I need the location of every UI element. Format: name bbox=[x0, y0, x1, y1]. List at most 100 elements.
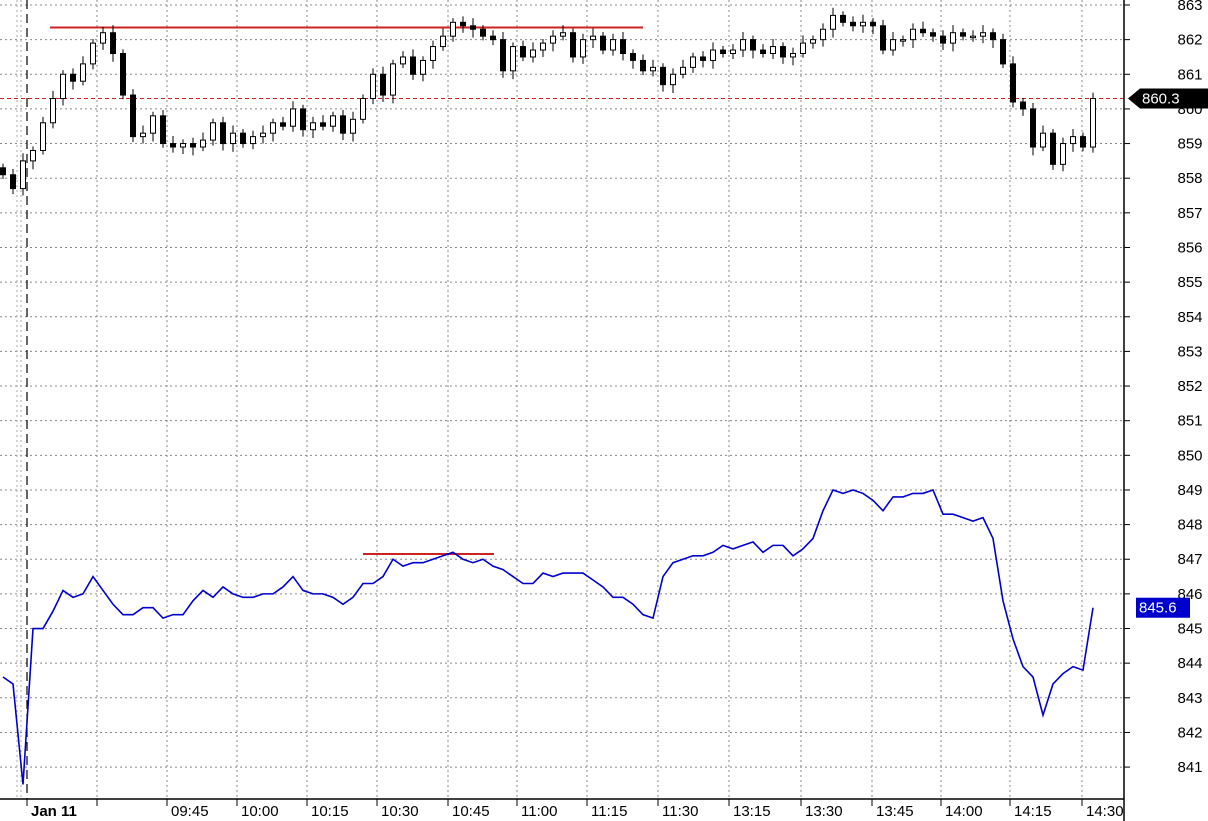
candle-body-up bbox=[50, 98, 56, 124]
candle-body-up bbox=[20, 160, 26, 190]
candle-body-up bbox=[260, 132, 266, 138]
candle bbox=[900, 35, 906, 47]
candle-body-down bbox=[120, 52, 126, 96]
candle-body-up bbox=[1070, 136, 1076, 145]
candle bbox=[550, 30, 556, 52]
candle-body-up bbox=[730, 49, 736, 54]
candle bbox=[460, 16, 466, 33]
candle bbox=[230, 125, 236, 152]
candle-body-up bbox=[330, 115, 336, 127]
candle bbox=[1060, 137, 1066, 172]
candle bbox=[1050, 129, 1056, 170]
candle-last-value-tag: 860.3 bbox=[1128, 88, 1208, 109]
candle bbox=[40, 116, 46, 155]
candle-body-up bbox=[180, 143, 186, 148]
candle bbox=[890, 32, 896, 56]
candle-body-up bbox=[290, 108, 296, 127]
candle-body-up bbox=[980, 32, 986, 37]
candle bbox=[580, 33, 586, 64]
candle bbox=[330, 111, 336, 132]
candle bbox=[820, 23, 826, 47]
candle bbox=[560, 25, 566, 41]
y-tick-label: 863 bbox=[1177, 0, 1202, 14]
candle bbox=[1080, 132, 1086, 152]
candle bbox=[90, 38, 96, 70]
candle-body-down bbox=[760, 49, 766, 54]
candle bbox=[520, 40, 526, 62]
candle bbox=[790, 47, 796, 66]
candle bbox=[1000, 33, 1006, 69]
candle-body-up bbox=[610, 39, 616, 51]
candle-body-up bbox=[890, 39, 896, 51]
candle-body-down bbox=[570, 32, 576, 58]
candle bbox=[750, 35, 756, 59]
candle-body-down bbox=[630, 52, 636, 61]
annotation-lines[interactable] bbox=[0, 26, 1124, 556]
candle-body-down bbox=[1080, 136, 1086, 148]
y-tick-label: 843 bbox=[1177, 690, 1202, 707]
candle-body-up bbox=[1060, 143, 1066, 165]
y-tick-label: 853 bbox=[1177, 343, 1202, 360]
x-tick-label: 14:15 bbox=[1014, 803, 1052, 820]
candle bbox=[990, 28, 996, 48]
candle-body-up bbox=[310, 122, 316, 131]
candle-body-down bbox=[300, 108, 306, 131]
candle-body-up bbox=[440, 35, 446, 48]
candle-body-up bbox=[680, 66, 686, 75]
line-series bbox=[2, 488, 1094, 785]
candle bbox=[1010, 56, 1016, 108]
candle bbox=[590, 28, 596, 48]
candle bbox=[870, 18, 876, 35]
candle-body-down bbox=[700, 56, 706, 61]
candle-body-down bbox=[1030, 108, 1036, 148]
candle bbox=[1030, 103, 1036, 156]
candle-body-up bbox=[510, 46, 516, 72]
candle bbox=[60, 70, 66, 106]
candle bbox=[1020, 97, 1026, 116]
candle bbox=[700, 51, 706, 68]
candle-body-down bbox=[920, 28, 926, 34]
candle-body-up bbox=[350, 118, 356, 134]
candle-body-down bbox=[870, 21, 876, 27]
y-tick-label: 842 bbox=[1177, 724, 1202, 741]
candle bbox=[880, 19, 886, 55]
y-tick-label: 841 bbox=[1177, 759, 1202, 776]
candle-body-down bbox=[1020, 101, 1026, 110]
candle bbox=[100, 26, 106, 51]
candle-body-up bbox=[710, 49, 716, 61]
candle-body-up bbox=[970, 35, 976, 39]
y-tick-label: 857 bbox=[1177, 205, 1202, 222]
candle-body-up bbox=[770, 46, 776, 54]
x-tick-label: 11:00 bbox=[521, 803, 557, 820]
candle bbox=[500, 32, 506, 78]
candle-body-up bbox=[370, 73, 376, 100]
candle bbox=[930, 28, 936, 42]
candle-body-down bbox=[500, 39, 506, 72]
candle bbox=[600, 32, 606, 55]
candle-body-down bbox=[960, 32, 966, 37]
candle-body-up bbox=[860, 21, 866, 27]
candle-body-down bbox=[170, 143, 176, 148]
candle-body-up bbox=[270, 122, 276, 134]
candle-body-up bbox=[250, 136, 256, 145]
y-tick-label: 861 bbox=[1177, 66, 1202, 83]
candle-body-up bbox=[450, 21, 456, 37]
candle-body-down bbox=[320, 122, 326, 127]
y-tick-label: 855 bbox=[1177, 274, 1202, 291]
candle-body-up bbox=[950, 32, 956, 44]
candle bbox=[940, 30, 946, 51]
candle bbox=[610, 33, 616, 56]
candle-body-down bbox=[1050, 132, 1056, 165]
candle-body-down bbox=[190, 143, 196, 148]
candle bbox=[770, 38, 776, 60]
candle-body-down bbox=[620, 39, 626, 54]
candle-body-up bbox=[1040, 132, 1046, 148]
candle-body-up bbox=[580, 39, 586, 58]
candle-body-down bbox=[340, 115, 346, 134]
candle-body-down bbox=[130, 94, 136, 138]
candle-body-up bbox=[90, 42, 96, 65]
y-tick-label: 844 bbox=[1177, 655, 1202, 672]
candle-body-down bbox=[720, 49, 726, 54]
